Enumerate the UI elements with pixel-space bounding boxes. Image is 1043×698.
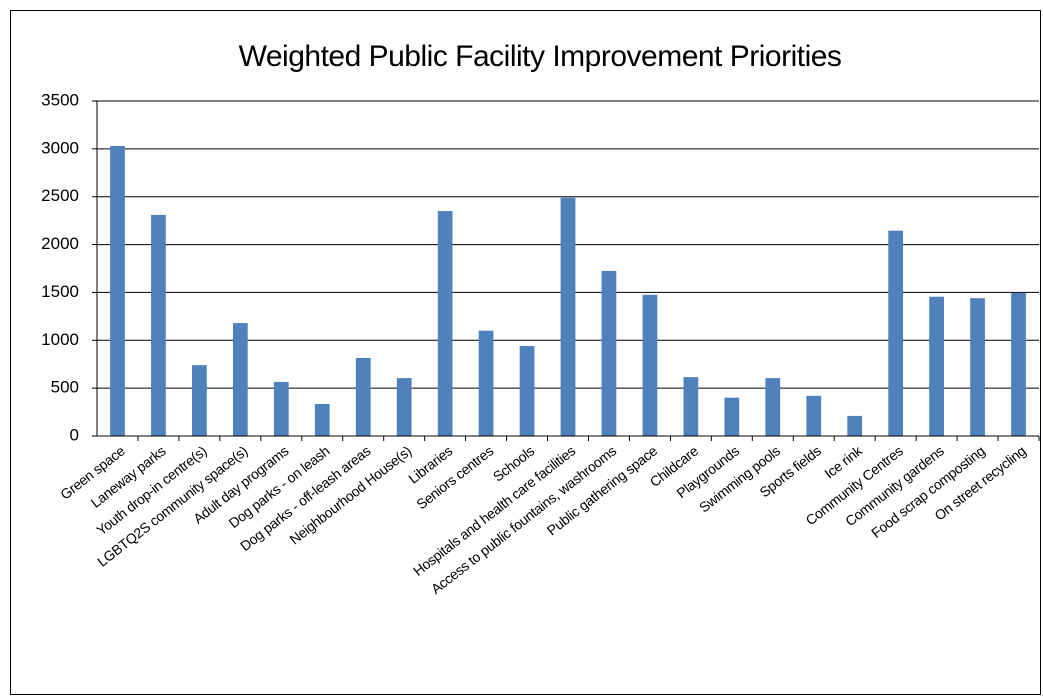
y-tick-label: 1000 [41,330,79,349]
bar [232,323,248,436]
bar [437,211,453,436]
bar [355,357,371,436]
y-tick-label: 3000 [41,138,79,157]
y-tick-label: 2500 [41,186,79,205]
y-tick-label: 0 [70,425,79,444]
bar [1011,292,1026,436]
bar [396,378,412,436]
bar [929,296,944,436]
bar [110,145,125,436]
y-tick-label: 500 [51,378,79,397]
bar [970,298,985,436]
bar [151,214,166,436]
chart-border [10,10,1041,695]
bar [724,397,740,436]
bar [519,346,535,436]
bar [765,378,781,436]
bar [560,197,576,436]
bar [601,270,617,436]
bar [806,395,822,436]
y-tick-label: 2000 [41,234,79,253]
y-tick-label: 3500 [41,90,79,109]
chart-title: Weighted Public Facility Improvement Pri… [239,40,842,73]
bar [847,415,863,436]
bar [478,330,494,436]
bar [314,403,330,436]
bar [273,381,289,436]
y-tick-label: 1500 [41,282,79,301]
bar [683,377,699,436]
bar [642,294,658,436]
bar [888,230,904,436]
bar [192,365,207,436]
